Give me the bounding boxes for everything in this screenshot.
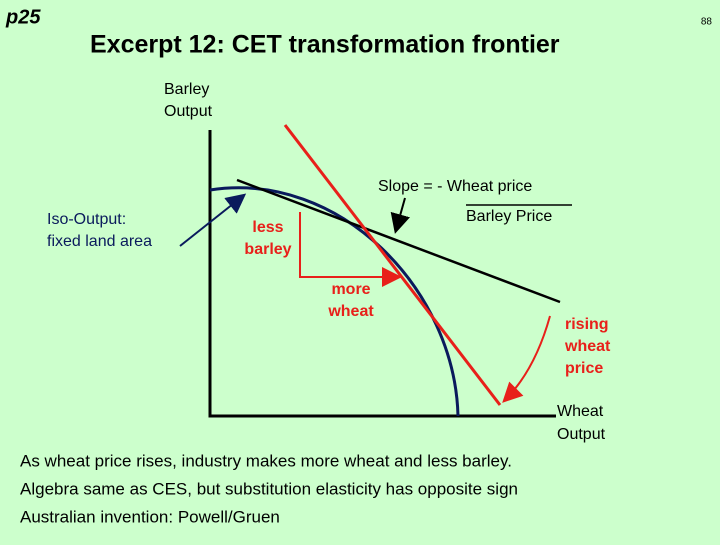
iso-label: fixed land area — [47, 233, 152, 250]
more-wheat: wheat — [327, 303, 374, 320]
slope-label: Barley Price — [466, 208, 552, 225]
less-barley: less — [252, 219, 283, 236]
shift-arrow — [299, 212, 402, 287]
x-axis-label: Output — [557, 426, 606, 443]
rising-price: price — [565, 360, 603, 377]
y-axis-label: Barley — [164, 81, 209, 98]
page-number: 88 — [701, 17, 713, 28]
axes — [208, 130, 556, 418]
iso-arrow — [179, 193, 247, 247]
price-line-old — [236, 178, 561, 304]
slope-arrow — [390, 197, 410, 234]
iso-label: Iso-Output: — [47, 211, 126, 228]
rising-price: wheat — [564, 338, 611, 355]
slope-label: Slope = - Wheat price — [378, 178, 532, 195]
less-barley: barley — [244, 241, 291, 258]
rising-arrow — [502, 315, 551, 403]
slide-tag: p25 — [5, 6, 41, 28]
x-axis-label: Wheat — [557, 403, 604, 420]
note: As wheat price rises, industry makes mor… — [20, 451, 512, 470]
rising-price: rising — [565, 316, 609, 333]
price-line-new — [283, 124, 502, 406]
title: Excerpt 12: CET transformation frontier — [90, 31, 560, 59]
note: Australian invention: Powell/Gruen — [20, 507, 280, 526]
y-axis-label: Output — [164, 103, 213, 120]
note: Algebra same as CES, but substitution el… — [20, 479, 518, 498]
more-wheat: more — [331, 281, 370, 298]
